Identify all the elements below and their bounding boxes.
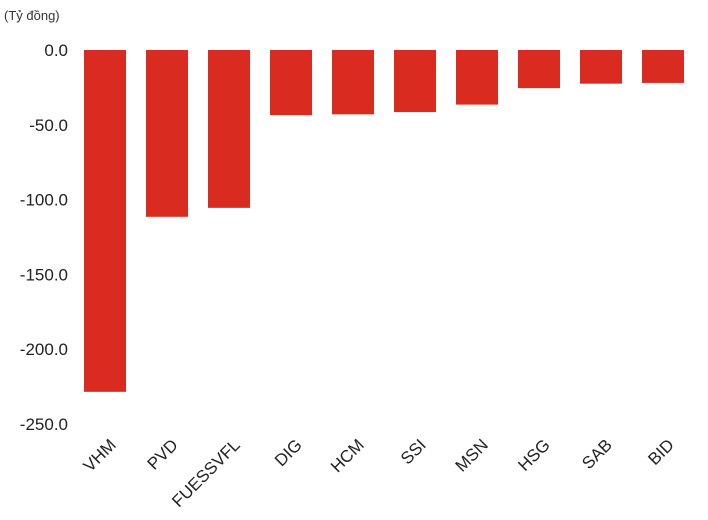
bar-dig bbox=[270, 50, 312, 116]
bars-group bbox=[84, 50, 684, 392]
bar-fuessvfl bbox=[208, 50, 250, 208]
bar-msn bbox=[456, 50, 498, 105]
y-tick-label: -150.0 bbox=[20, 265, 68, 284]
y-tick-label: -50.0 bbox=[29, 116, 68, 135]
y-axis: 0.0 -50.0 -100.0 -150.0 -200.0 -250.0 bbox=[20, 41, 68, 434]
y-tick-label: -250.0 bbox=[20, 415, 68, 434]
x-tick-label: DIG bbox=[271, 435, 306, 470]
bar-hcm bbox=[332, 50, 374, 115]
y-tick-label: -200.0 bbox=[20, 340, 68, 359]
x-tick-label: PVD bbox=[144, 435, 182, 473]
bar-pvd bbox=[146, 50, 188, 217]
bar-bid bbox=[642, 50, 684, 83]
bar-sab bbox=[580, 50, 622, 84]
y-tick-label: 0.0 bbox=[44, 41, 68, 60]
x-tick-label: MSN bbox=[452, 435, 492, 475]
x-tick-label: SSI bbox=[397, 435, 430, 468]
bar-hsg bbox=[518, 50, 560, 89]
unit-label: (Tỷ đồng) bbox=[4, 8, 60, 23]
y-tick-label: -100.0 bbox=[20, 191, 68, 210]
x-tick-label: HSG bbox=[514, 435, 553, 474]
x-tick-label: SAB bbox=[578, 435, 615, 472]
x-tick-label: HCM bbox=[327, 435, 368, 476]
x-tick-label: VHM bbox=[80, 435, 120, 475]
bar-ssi bbox=[394, 50, 436, 113]
x-tick-label: BID bbox=[644, 435, 677, 468]
bar-vhm bbox=[84, 50, 126, 392]
